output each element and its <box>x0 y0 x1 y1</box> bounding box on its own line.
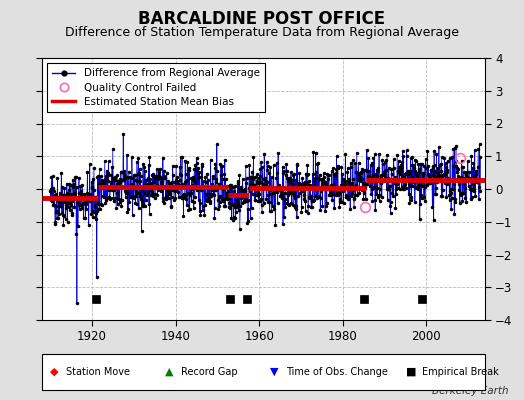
Text: Difference of Station Temperature Data from Regional Average: Difference of Station Temperature Data f… <box>65 26 459 39</box>
Text: ◆: ◆ <box>50 367 58 377</box>
Text: Berkeley Earth: Berkeley Earth <box>432 386 508 396</box>
Text: Empirical Break: Empirical Break <box>422 367 498 377</box>
Text: Record Gap: Record Gap <box>181 367 237 377</box>
Text: ■: ■ <box>406 367 417 377</box>
Text: ▲: ▲ <box>165 367 173 377</box>
Legend: Difference from Regional Average, Quality Control Failed, Estimated Station Mean: Difference from Regional Average, Qualit… <box>47 63 265 112</box>
Text: BARCALDINE POST OFFICE: BARCALDINE POST OFFICE <box>138 10 386 28</box>
Text: ▼: ▼ <box>270 367 278 377</box>
Text: Time of Obs. Change: Time of Obs. Change <box>286 367 387 377</box>
Text: Station Move: Station Move <box>66 367 129 377</box>
